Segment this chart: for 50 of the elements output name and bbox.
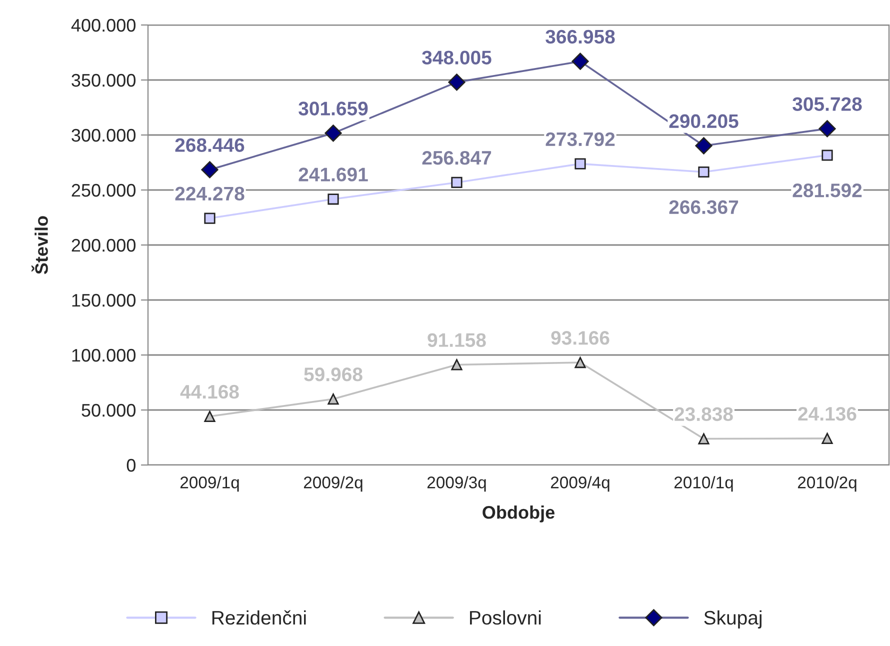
data-label: 93.166: [551, 331, 610, 345]
point: [204, 212, 216, 224]
data-label: 241.691: [298, 168, 368, 182]
y-tick-label: 350.000: [72, 74, 136, 87]
data-label: 290.205: [669, 114, 738, 128]
x-axis-title: Obdobje: [482, 506, 554, 522]
data-label: 59.968: [304, 368, 362, 382]
x-tick-label: 2010/2q: [798, 476, 856, 492]
y-tick-label: 300.000: [72, 128, 136, 142]
data-label: 268.446: [175, 138, 244, 152]
y-tick-label: 400.000: [71, 18, 136, 32]
data-label: 305.728: [792, 97, 862, 111]
x-tick-label: 2009/4q: [550, 476, 610, 492]
legend-label: Skupaj: [704, 610, 762, 628]
legend-label: Poslovni: [470, 610, 541, 625]
data-label: 91.158: [428, 333, 486, 347]
data-label: 281.592: [792, 184, 862, 198]
data-label: 256.847: [422, 150, 492, 165]
point: [574, 356, 586, 368]
y-tick-label: 250.000: [72, 184, 136, 197]
point: [698, 433, 710, 444]
point: [328, 393, 339, 405]
point: [698, 166, 710, 178]
y-tick-label: 50.000: [82, 404, 136, 417]
data-label: 266.367: [669, 200, 738, 214]
data-label: 44.168: [180, 384, 239, 399]
point: [328, 194, 339, 205]
point: [204, 410, 216, 422]
data-label: 24.136: [798, 406, 856, 421]
x-tick-label: 2010/1q: [674, 476, 733, 492]
point: [574, 158, 586, 170]
y-tick-label: 100.000: [72, 348, 136, 362]
data-label: 23.838: [674, 407, 733, 422]
data-label: 224.278: [175, 186, 244, 201]
y-tick-label: 150.000: [72, 294, 136, 307]
y-axis-title: Število: [32, 216, 48, 274]
y-tick-label: 200.000: [72, 238, 136, 252]
data-label: 273.792: [546, 132, 615, 146]
point: [451, 176, 462, 188]
data-label: 366.958: [546, 30, 615, 44]
point: [822, 432, 833, 444]
point: [451, 359, 462, 370]
data-label: 348.005: [422, 50, 492, 64]
legend-label: Rezidenčni: [212, 610, 306, 625]
data-label: 301.659: [298, 102, 368, 116]
x-tick-label: 2009/1q: [180, 476, 239, 492]
point: [822, 150, 833, 161]
x-tick-label: 2009/2q: [304, 476, 362, 492]
y-tick-label: 0: [126, 458, 136, 472]
x-tick-label: 2009/3q: [427, 476, 486, 492]
